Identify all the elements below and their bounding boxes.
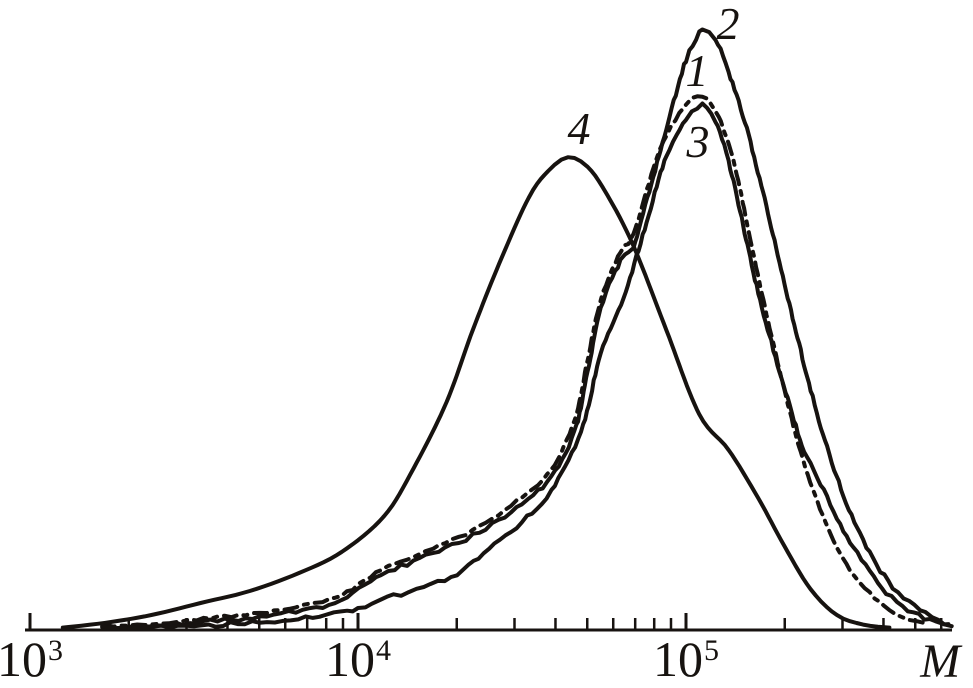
curve-3 <box>126 101 954 631</box>
tick-base: 10 <box>0 631 47 687</box>
x-tick-label-10e4: 104 <box>325 634 391 684</box>
curve-label-2: 2 <box>716 0 740 49</box>
x-axis-title-M: M <box>920 635 961 688</box>
curve-label-3: 3 <box>686 116 710 167</box>
curve-1 <box>100 94 931 630</box>
curve-2 <box>100 27 951 631</box>
curve-4 <box>60 155 892 630</box>
tick-base: 10 <box>325 631 375 687</box>
tick-exponent: 3 <box>48 634 63 667</box>
curve-label-1: 1 <box>685 45 709 96</box>
tick-base: 10 <box>653 631 703 687</box>
x-tick-label-10e5: 105 <box>653 634 719 684</box>
x-tick-label-10e3: 103 <box>0 634 63 684</box>
curve-label-4: 4 <box>567 103 591 154</box>
tick-exponent: 5 <box>704 634 719 667</box>
tick-exponent: 4 <box>376 634 391 667</box>
